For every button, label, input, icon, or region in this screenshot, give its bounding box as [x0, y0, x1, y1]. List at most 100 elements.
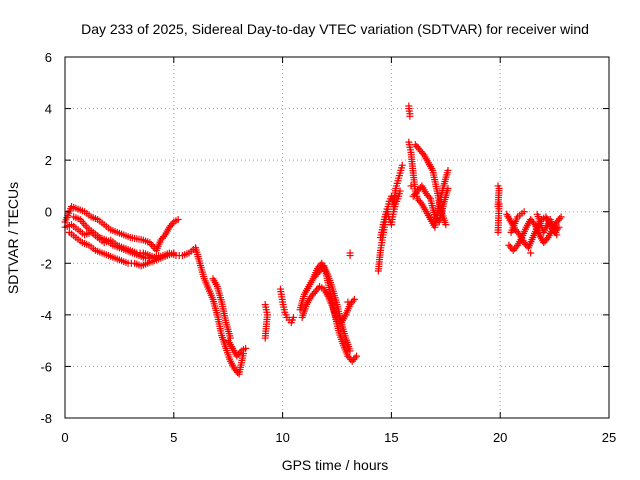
data-point — [308, 291, 316, 299]
x-tick-label: 10 — [275, 430, 289, 445]
data-point — [212, 281, 220, 289]
data-point — [405, 105, 413, 113]
data-point — [302, 303, 310, 311]
data-point — [145, 254, 153, 262]
data-point — [395, 190, 403, 198]
data-point — [341, 313, 349, 321]
data-point — [345, 303, 353, 311]
data-point — [393, 179, 401, 187]
data-point — [406, 112, 414, 120]
y-axis-ticks: -8 -6 -4 -2 0 2 4 6 — [40, 50, 609, 426]
data-point — [195, 257, 203, 265]
data-point — [433, 185, 441, 193]
data-point — [335, 327, 343, 335]
y-tick-label: -4 — [40, 308, 52, 323]
data-point — [421, 188, 429, 196]
data-point — [70, 232, 78, 240]
x-tick-label: 15 — [384, 430, 398, 445]
data-point — [421, 206, 429, 214]
data-point — [161, 252, 169, 260]
data-point — [131, 234, 139, 242]
data-point — [540, 214, 548, 222]
data-point — [328, 283, 336, 291]
data-point — [226, 332, 234, 340]
data-point — [439, 202, 447, 210]
data-point — [521, 225, 529, 233]
y-axis-label: SDTVAR / TECUs — [5, 182, 21, 294]
data-point — [144, 238, 152, 246]
data-point — [288, 316, 296, 324]
data-point — [118, 230, 126, 238]
data-point — [443, 169, 451, 177]
data-point — [406, 146, 414, 154]
data-point — [423, 157, 431, 165]
data-point — [262, 303, 270, 311]
data-point — [124, 233, 132, 241]
data-point — [398, 164, 406, 172]
data-point — [232, 367, 240, 375]
data-point — [304, 284, 312, 292]
x-tick-label: 20 — [493, 430, 507, 445]
data-point — [107, 240, 115, 248]
data-point — [98, 219, 106, 227]
data-point — [208, 293, 216, 301]
data-point — [168, 250, 176, 258]
data-point — [72, 224, 80, 232]
data-point — [200, 273, 208, 281]
data-point — [74, 215, 82, 223]
data-point — [115, 256, 123, 264]
data-point — [313, 286, 321, 294]
data-point — [113, 243, 121, 251]
data-point — [317, 265, 325, 273]
data-point — [91, 215, 99, 223]
data-point — [164, 225, 172, 233]
data-point — [158, 234, 166, 242]
data-point — [217, 296, 225, 304]
data-point — [376, 249, 384, 257]
data-point — [133, 251, 141, 259]
data-point — [122, 258, 130, 266]
data-point — [349, 297, 357, 305]
data-point — [236, 349, 244, 357]
data-point — [346, 252, 354, 260]
grid-lines — [65, 57, 609, 418]
data-point — [339, 340, 347, 348]
data-point — [139, 253, 147, 261]
data-point — [345, 345, 353, 353]
data-point — [308, 277, 316, 285]
data-point — [522, 240, 530, 248]
x-axis-ticks: 0 5 10 15 20 25 — [61, 57, 616, 445]
data-point — [419, 149, 427, 157]
data-point — [411, 191, 419, 199]
data-point — [389, 210, 397, 218]
data-point — [428, 165, 436, 173]
plot-frame — [64, 56, 610, 419]
y-tick-label: -8 — [40, 411, 52, 426]
x-tick-label: 25 — [602, 430, 616, 445]
data-point — [239, 346, 247, 354]
x-axis-label: GPS time / hours — [282, 457, 389, 473]
chart-title: Day 233 of 2025, Sidereal Day-to-day VTE… — [81, 21, 589, 37]
data-point — [105, 224, 113, 232]
data-point — [380, 215, 388, 223]
data-point — [94, 232, 102, 240]
data-point — [227, 342, 235, 350]
data-point — [554, 216, 562, 224]
data-point — [160, 233, 168, 241]
data-point — [221, 342, 229, 350]
data-point — [552, 229, 560, 237]
data-point — [183, 250, 191, 258]
data-point — [432, 215, 440, 223]
data-point — [318, 284, 326, 292]
data-point — [96, 248, 104, 256]
x-tick-label: 5 — [170, 430, 177, 445]
data-point — [222, 316, 230, 324]
data-point — [81, 221, 89, 229]
y-tick-label: -6 — [40, 359, 52, 374]
data-point — [126, 248, 134, 256]
data-point — [300, 292, 308, 300]
data-point — [350, 356, 358, 364]
data-point — [172, 217, 180, 225]
data-point — [234, 350, 242, 358]
